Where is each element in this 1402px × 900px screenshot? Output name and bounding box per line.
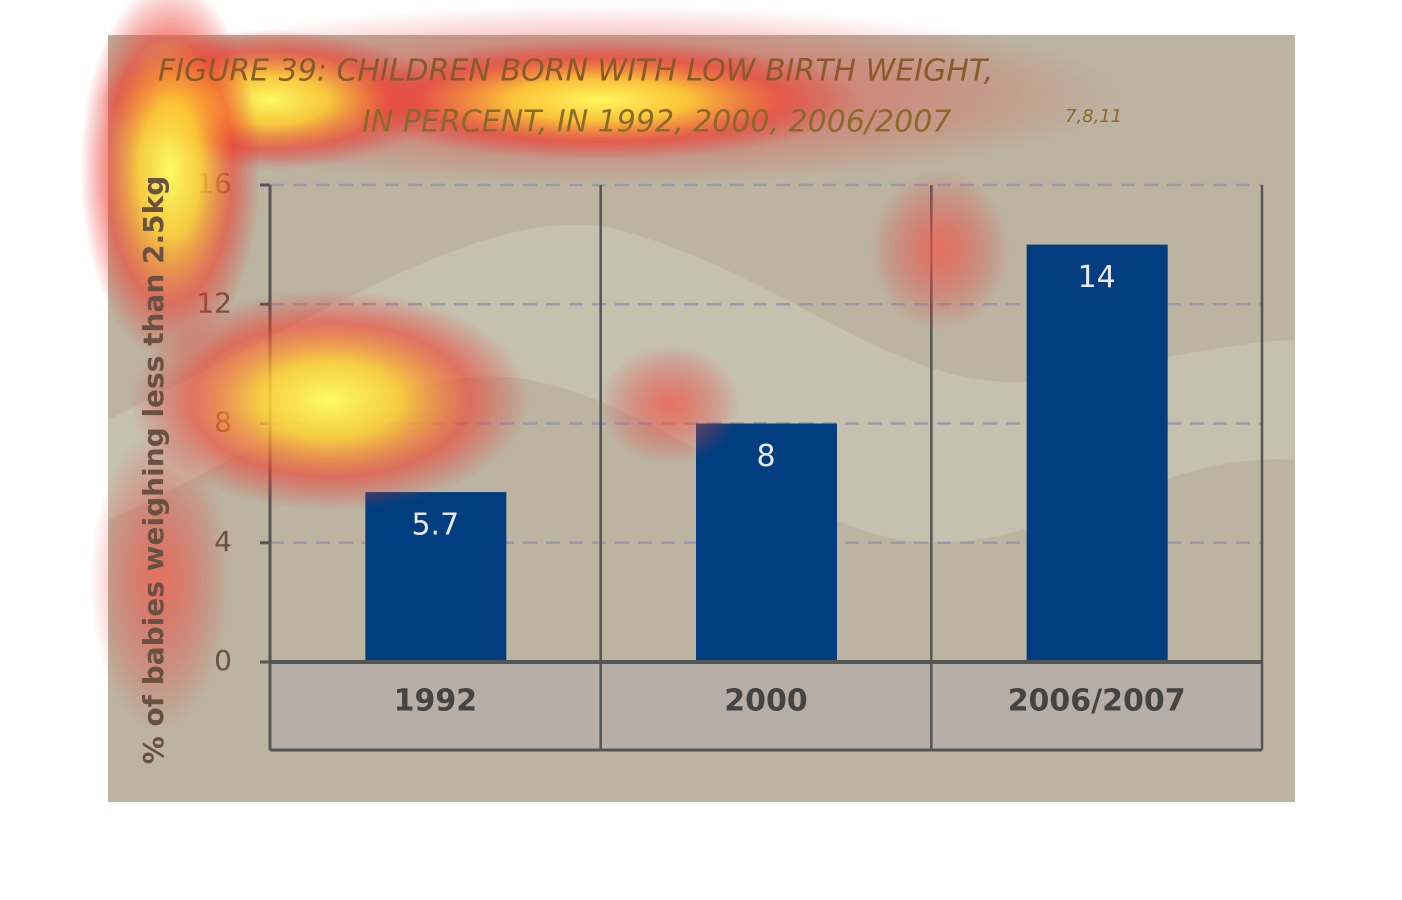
chart-title: FIGURE 39: CHILDREN BORN WITH LOW BIRTH …	[158, 54, 993, 89]
data-label: 8	[756, 439, 775, 474]
chart-subtitle: IN PERCENT, IN 1992, 2000, 2006/2007	[362, 105, 951, 140]
x-tick-label: 1992	[394, 684, 478, 719]
y-axis-label: % of babies weighing less than 2.5kg	[137, 176, 170, 765]
y-tick-label: 0	[214, 644, 232, 677]
x-tick-label: 2000	[724, 684, 808, 719]
y-tick-label: 4	[214, 525, 232, 558]
x-tick-label: 2006/2007	[1008, 684, 1186, 719]
y-tick-label: 16	[196, 167, 232, 200]
y-tick-label: 12	[196, 286, 232, 319]
bar	[365, 492, 507, 662]
title-superscript: 7,8,11	[1065, 106, 1122, 127]
data-label: 5.7	[411, 508, 459, 543]
data-label: 14	[1078, 260, 1116, 295]
category-band	[270, 662, 1262, 750]
bar	[1026, 244, 1168, 662]
y-tick-label: 8	[214, 406, 232, 439]
